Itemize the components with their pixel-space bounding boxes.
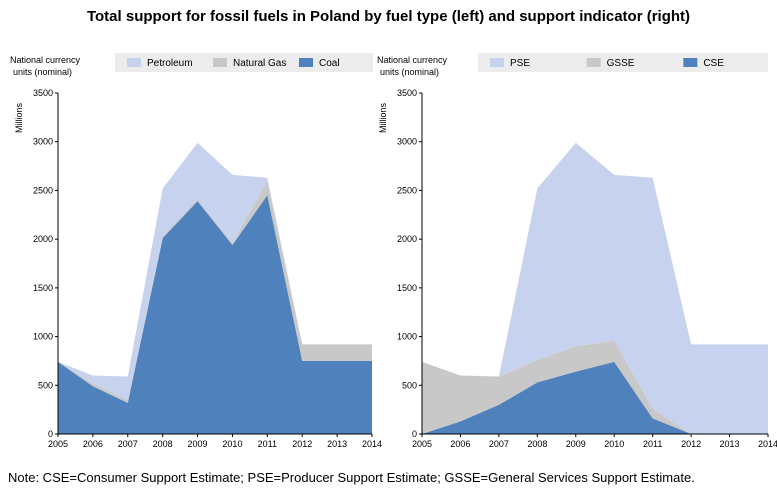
- right-area-pse: [422, 142, 768, 434]
- right-y-tick-0: 0: [412, 429, 417, 439]
- left-x-tick-2009: 2009: [188, 439, 208, 449]
- right-legend-label-pse: PSE: [510, 58, 530, 69]
- right-y-tick-3000: 3000: [397, 137, 417, 147]
- right-y-tick-1500: 1500: [397, 283, 417, 293]
- left-x-tick-2005: 2005: [48, 439, 68, 449]
- right-x-tick-2009: 2009: [566, 439, 586, 449]
- left-unit-label-line1: National currency: [10, 55, 81, 65]
- left-unit-label-line2: units (nominal): [13, 67, 72, 77]
- right-y-tick-2500: 2500: [397, 185, 417, 195]
- left-y-tick-0: 0: [48, 429, 53, 439]
- left-y-axis-label: Millions: [14, 103, 24, 134]
- left-y-tick-2500: 2500: [33, 185, 53, 195]
- right-legend-box: [478, 53, 768, 72]
- left-x-tick-2011: 2011: [258, 439, 277, 449]
- right-legend-label-cse: CSE: [703, 58, 724, 69]
- right-x-tick-2014: 2014: [758, 439, 777, 449]
- left-y-tick-3500: 3500: [33, 88, 53, 98]
- right-y-axis-label: Millions: [378, 103, 388, 134]
- left-area-petroleum: [58, 142, 372, 400]
- left-y-tick-3000: 3000: [33, 137, 53, 147]
- chart-title: Total support for fossil fuels in Poland…: [86, 8, 691, 25]
- left-y-tick-1500: 1500: [33, 283, 53, 293]
- left-legend-swatch-petroleum: [127, 58, 141, 67]
- right-x-tick-2013: 2013: [720, 439, 740, 449]
- left-legend-box: [115, 53, 373, 72]
- left-y-tick-500: 500: [38, 380, 53, 390]
- left-legend-label-coal: Coal: [319, 58, 340, 69]
- right-area-cse: [422, 361, 768, 434]
- left-y-tick-1000: 1000: [33, 332, 53, 342]
- right-legend-swatch-cse: [683, 58, 698, 67]
- left-legend-swatch-coal: [299, 58, 313, 67]
- left-area-coal: [58, 195, 372, 434]
- right-y-tick-500: 500: [402, 380, 417, 390]
- right-x-tick-2011: 2011: [643, 439, 662, 449]
- right-chart-panel: National currency units (nominal) PSE GSSE C…: [377, 53, 777, 449]
- right-y-tick-1000: 1000: [397, 332, 417, 342]
- right-legend-label-gsse: GSSE: [607, 58, 635, 69]
- left-legend-label-natural-gas: Natural Gas: [233, 58, 286, 69]
- left-x-tick-2006: 2006: [83, 439, 103, 449]
- right-x-tick-2008: 2008: [527, 439, 547, 449]
- right-area-gsse: [422, 340, 768, 434]
- right-x-tick-2010: 2010: [604, 439, 624, 449]
- left-x-tick-2012: 2012: [292, 439, 312, 449]
- left-y-tick-2000: 2000: [33, 234, 53, 244]
- right-unit-label-line1: National currency: [377, 55, 448, 65]
- right-y-tick-2000: 2000: [397, 234, 417, 244]
- right-x-tick-2006: 2006: [450, 439, 470, 449]
- left-x-tick-2013: 2013: [327, 439, 347, 449]
- left-chart-panel: National currency units (nominal) Petroleu…: [10, 53, 382, 449]
- left-x-tick-2008: 2008: [153, 439, 173, 449]
- right-x-tick-2007: 2007: [489, 439, 509, 449]
- right-x-tick-2005: 2005: [412, 439, 432, 449]
- right-y-tick-3500: 3500: [397, 88, 417, 98]
- left-x-tick-2014: 2014: [362, 439, 382, 449]
- right-unit-label-line2: units (nominal): [380, 67, 439, 77]
- footnote: Note: CSE=Consumer Support Estimate; PSE…: [8, 470, 695, 485]
- left-legend-label-petroleum: Petroleum: [147, 58, 193, 69]
- left-x-tick-2010: 2010: [222, 439, 242, 449]
- right-legend-swatch-pse: [490, 58, 504, 67]
- left-x-tick-2007: 2007: [118, 439, 138, 449]
- left-legend-swatch-natural-gas: [213, 58, 227, 67]
- right-x-tick-2012: 2012: [681, 439, 701, 449]
- right-legend-swatch-gsse: [586, 58, 601, 67]
